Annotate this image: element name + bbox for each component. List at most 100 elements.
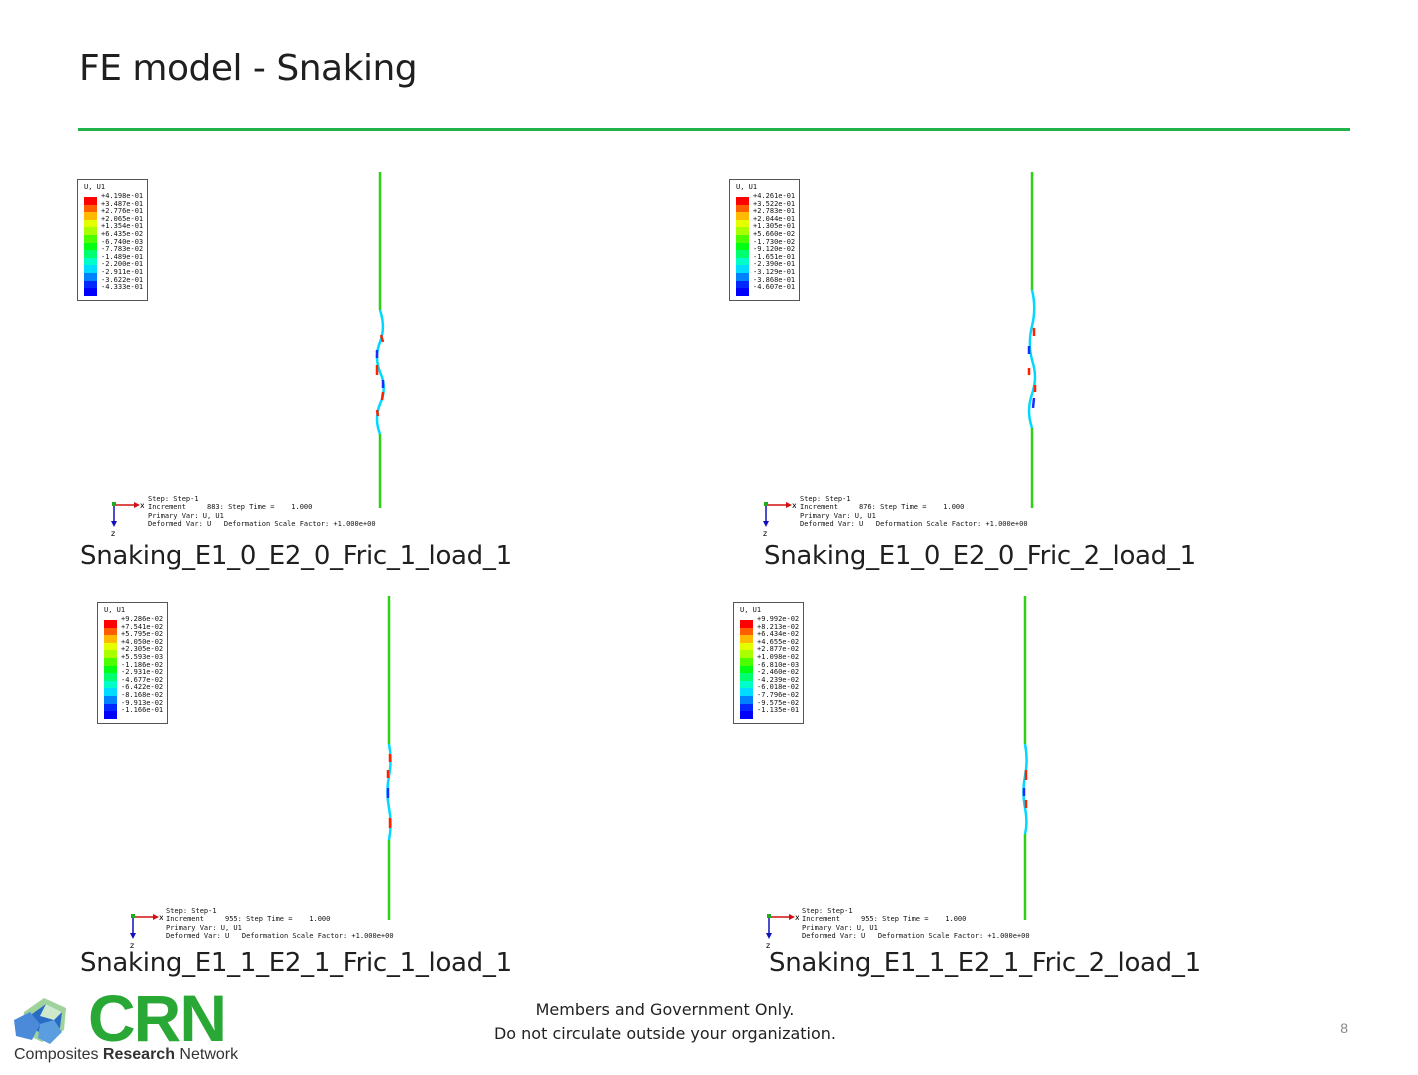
logo-wordmark: CRN [88, 981, 227, 1055]
deformed-beam-plot [1022, 596, 1028, 920]
legend-color-swatch [104, 657, 117, 666]
legend-value: -9.913e-02 [121, 698, 164, 707]
legend-title: U, U1 [84, 183, 106, 191]
triad-x-label: x [795, 913, 799, 922]
legend-color-swatch [736, 212, 749, 220]
legend-value: -3.129e-01 [753, 267, 796, 276]
legend-value: +2.044e-01 [753, 214, 796, 223]
step-label: Step: Step-1 [800, 495, 851, 503]
legend-color-swatch [104, 627, 117, 636]
legend-value: -9.120e-02 [753, 245, 796, 254]
plot-caption: Snaking_E1_1_E2_1_Fric_2_load_1 [769, 948, 1201, 978]
legend-color-swatch [84, 257, 97, 266]
legend-value: -3.868e-01 [753, 275, 796, 284]
primary-var-label: Primary Var: U, U1 [800, 511, 876, 520]
legend-value: +4.050e-02 [121, 637, 164, 646]
legend-value: -4.239e-02 [757, 675, 800, 684]
legend-values: +9.992e-02 +8.213e-02 +6.434e-02 +4.655e-02… [757, 615, 800, 719]
plot-caption: Snaking_E1_1_E2_1_Fric_1_load_1 [80, 948, 512, 978]
legend-color-swatch [740, 642, 753, 651]
step-info: Step: Step-1 Increment 876: Step Time = 1… [800, 495, 1028, 528]
legend-color-swatch [740, 665, 753, 674]
deformed-var-label: Deformed Var: U Deformation Scale Factor… [148, 519, 376, 528]
legend-color-swatch [84, 227, 97, 235]
legend-value: -1.135e-01 [757, 706, 800, 715]
legend-color-swatch [740, 627, 753, 636]
legend-color-swatch [740, 620, 753, 628]
crn-logo: CRN Composites Research Network [10, 981, 240, 1068]
deformed-var-label: Deformed Var: U Deformation Scale Factor… [166, 931, 394, 940]
triad-z-label: z [763, 529, 767, 537]
increment-label: Increment 883: Step Time = 1.000 [148, 503, 313, 512]
triad-z-label: z [130, 941, 134, 949]
legend-color-swatch [736, 250, 749, 258]
legend-color-swatch [740, 657, 753, 666]
legend-color-swatch [104, 665, 117, 674]
legend-values: +4.198e-01 +3.487e-01 +2.776e-01 +2.065e-01… [101, 192, 144, 296]
legend-color-swatch [104, 673, 117, 681]
confidentiality-notice: Members and Government Only. Do not circ… [440, 998, 890, 1046]
legend-color-swatch [736, 280, 749, 289]
deformed-beam-plot [1027, 172, 1037, 508]
legend-value: -6.018e-02 [757, 683, 800, 692]
legend-color-swatch [84, 204, 97, 213]
legend-value: +9.992e-02 [757, 615, 800, 623]
legend-value: -1.651e-01 [753, 252, 796, 261]
legend-color-swatch [84, 212, 97, 220]
legend-value: -8.168e-02 [121, 690, 164, 699]
legend-value: +2.783e-01 [753, 207, 796, 216]
legend-value: +3.522e-01 [753, 199, 796, 208]
legend-value: +2.305e-02 [121, 645, 164, 654]
slide-title: FE model - Snaking [79, 48, 418, 89]
legend-value: -2.200e-01 [101, 260, 144, 269]
legend-color-swatch [104, 635, 117, 643]
legend-color-swatch [84, 250, 97, 258]
legend-value: -6.422e-02 [121, 683, 164, 692]
triad-z-label: z [111, 529, 115, 537]
legend-color-swatch [740, 711, 753, 719]
legend-box: U, U1 +4.261e-01 +3.522e-01 +2.783e-01 +2.0… [729, 179, 801, 301]
legend-value: +5.593e-03 [121, 652, 164, 661]
legend-value: -9.575e-02 [757, 698, 800, 707]
legend-value: +5.795e-02 [121, 630, 164, 639]
legend-color-swatch [736, 272, 749, 281]
primary-var-label: Primary Var: U, U1 [166, 923, 242, 932]
legend-value: -1.489e-01 [101, 252, 144, 261]
legend-value: +5.660e-02 [753, 229, 796, 238]
legend-value: +1.305e-01 [753, 222, 796, 231]
legend-value: -1.186e-02 [121, 660, 164, 669]
legend-color-swatch [736, 234, 749, 243]
title-underline [78, 128, 1350, 131]
legend-value: +2.065e-01 [101, 214, 144, 223]
legend-color-swatch [104, 680, 117, 689]
legend-value: -2.390e-01 [753, 260, 796, 269]
legend-color-swatch [736, 288, 749, 296]
step-label: Step: Step-1 [802, 907, 853, 915]
primary-var-label: Primary Var: U, U1 [148, 511, 224, 520]
legend-value: +4.198e-01 [101, 192, 144, 200]
axis-triad: x z [763, 501, 796, 537]
increment-label: Increment 955: Step Time = 1.000 [166, 915, 331, 924]
legend-value: -7.796e-02 [757, 690, 800, 699]
legend-value: -4.677e-02 [121, 675, 164, 684]
legend-value: -1.166e-01 [121, 706, 164, 715]
legend-value: +8.213e-02 [757, 622, 800, 631]
legend-values: +9.286e-02 +7.541e-02 +5.795e-02 +4.050e-02… [121, 615, 164, 719]
legend-value: +1.098e-02 [757, 652, 800, 661]
legend-color-swatch [736, 197, 749, 205]
legend-values: +4.261e-01 +3.522e-01 +2.783e-01 +2.044e-01… [753, 192, 796, 296]
legend-color-swatch [84, 197, 97, 205]
legend-color-swatch [736, 257, 749, 266]
legend-color-swatch [740, 695, 753, 704]
step-info: Step: Step-1 Increment 955: Step Time = 1… [166, 907, 394, 940]
step-label: Step: Step-1 [148, 495, 199, 503]
triad-x-label: x [159, 913, 163, 922]
legend-color-swatch [104, 703, 117, 712]
primary-var-label: Primary Var: U, U1 [802, 923, 878, 932]
legend-color-swatch [736, 204, 749, 213]
triad-x-label: x [140, 501, 144, 510]
legend-value: +6.435e-02 [101, 229, 144, 238]
legend-color-swatch [736, 219, 749, 228]
deformed-beam-plot [386, 596, 392, 920]
legend-value: +3.487e-01 [101, 199, 144, 208]
